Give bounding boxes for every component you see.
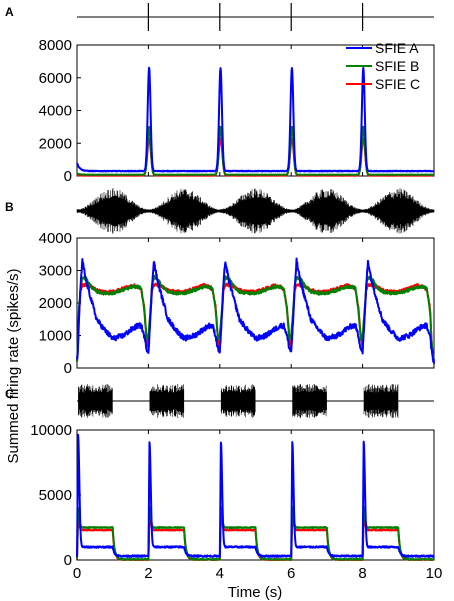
series-line-sfie-b bbox=[76, 125, 435, 176]
y-tick-label: 5000 bbox=[39, 487, 72, 504]
series-line-sfie-b bbox=[76, 505, 435, 561]
y-tick-label: 10000 bbox=[30, 422, 72, 439]
series-line-sfie-c bbox=[76, 282, 435, 363]
y-tick-label: 0 bbox=[64, 168, 72, 185]
legend-label: SFIE A bbox=[375, 40, 419, 56]
stimulus-noise-burst bbox=[292, 384, 327, 418]
x-tick-label: 10 bbox=[426, 565, 443, 582]
stimulus-noise-burst bbox=[363, 384, 399, 418]
x-tick-label: 2 bbox=[144, 565, 152, 582]
y-tick-label: 0 bbox=[64, 552, 72, 569]
y-tick-label: 2000 bbox=[39, 295, 72, 312]
series-line-sfie-a bbox=[76, 257, 435, 364]
panel-C: C 0 5000 10000 0 2 4 6 8 10 bbox=[5, 384, 442, 582]
x-axis-title: Time (s) bbox=[228, 584, 282, 601]
legend: SFIE A SFIE B SFIE C bbox=[346, 40, 420, 92]
x-tick-label: 6 bbox=[287, 565, 295, 582]
series-line-sfie-a bbox=[76, 66, 435, 173]
legend-label: SFIE B bbox=[375, 58, 419, 74]
y-tick-label: 2000 bbox=[39, 135, 72, 152]
x-tick-label: 8 bbox=[358, 565, 366, 582]
stimulus-trace bbox=[77, 3, 434, 31]
stimulus-am-noise bbox=[76, 188, 435, 234]
y-tick-label: 4000 bbox=[39, 230, 72, 247]
stimulus-noise-burst bbox=[78, 384, 113, 418]
stimulus-noise-burst bbox=[220, 384, 256, 418]
y-tick-label: 6000 bbox=[39, 70, 72, 87]
series-line-sfie-a bbox=[76, 433, 435, 558]
stimulus-trace bbox=[77, 384, 434, 418]
panels-layer: A 0 2000 4000 6000 8000 B 0 1000 2000 3000 4000 C 0 50… bbox=[5, 3, 442, 582]
panel-label-C: C bbox=[5, 387, 14, 401]
panel-A: A 0 2000 4000 6000 8000 bbox=[5, 3, 435, 185]
panel-label-B: B bbox=[5, 200, 14, 214]
series-line-sfie-b bbox=[76, 274, 435, 362]
y-tick-label: 1000 bbox=[39, 328, 72, 345]
y-tick-label: 3000 bbox=[39, 263, 72, 280]
stimulus-trace bbox=[76, 188, 435, 234]
y-tick-label: 4000 bbox=[39, 103, 72, 120]
legend-label: SFIE C bbox=[375, 76, 420, 92]
x-tick-label: 0 bbox=[73, 565, 81, 582]
panel-B: B 0 1000 2000 3000 4000 bbox=[5, 188, 435, 377]
stimulus-noise-burst bbox=[149, 384, 185, 418]
panel-label-A: A bbox=[5, 5, 14, 19]
y-tick-label: 8000 bbox=[39, 37, 72, 54]
y-tick-label: 0 bbox=[64, 360, 72, 377]
x-tick-label: 4 bbox=[216, 565, 224, 582]
plot-frame bbox=[76, 237, 435, 369]
y-axis-title: Summed firing rate (spikes/s) bbox=[5, 268, 22, 463]
